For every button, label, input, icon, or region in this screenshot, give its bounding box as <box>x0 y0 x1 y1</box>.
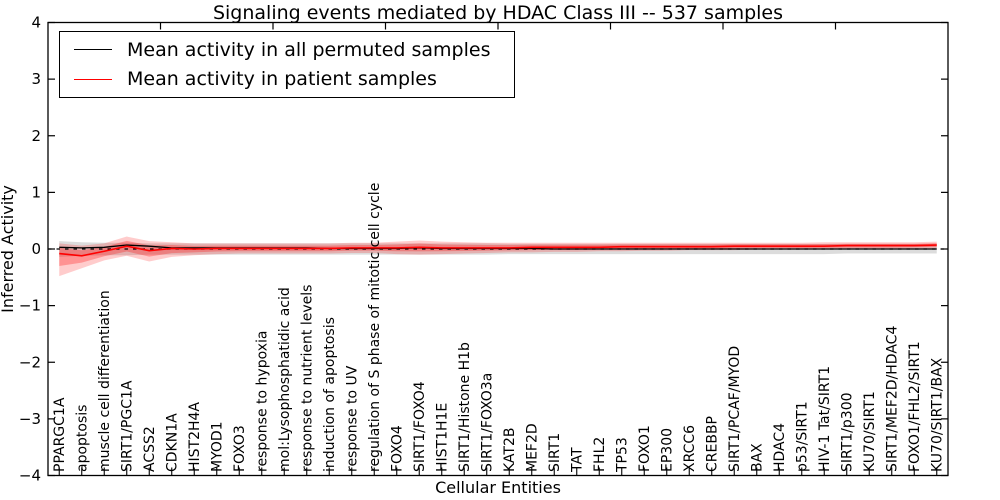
y-tick-label: 1 <box>31 183 41 201</box>
x-tick-label: KAT2B <box>502 428 518 473</box>
x-tick-label: regulation of S phase of mitotic cell cy… <box>367 183 383 472</box>
legend-line-sample-icon <box>74 78 112 80</box>
x-tick-label: p53/SIRT1 <box>794 401 810 472</box>
x-tick-label: FOXO3 <box>232 425 248 472</box>
y-tick-label: 3 <box>31 70 41 88</box>
legend: Mean activity in all permuted samples Mea… <box>59 31 515 98</box>
y-tick-label: −4 <box>19 467 41 485</box>
x-tick-label: XRCC6 <box>682 425 698 472</box>
x-tick-label: SIRT1/p300 <box>839 392 855 472</box>
x-tick-label: apoptosis <box>74 405 90 472</box>
y-axis-title: Inferred Activity <box>0 185 17 313</box>
x-tick-label: SIRT1/FOXO3a <box>479 373 495 472</box>
legend-label: Mean activity in patient samples <box>127 68 437 91</box>
x-tick-label: SIRT1/Histone H1b <box>457 342 473 472</box>
x-tick-label: HIV-1 Tat/SIRT1 <box>817 366 833 472</box>
x-tick-label: muscle cell differentiation <box>97 290 113 472</box>
y-tick-label: 0 <box>31 240 41 258</box>
x-tick-label: FOXO1/FHL2/SIRT1 <box>907 341 923 472</box>
y-tick-label: 2 <box>31 127 41 145</box>
y-tick-label: 4 <box>31 14 41 32</box>
x-tick-label: BAX <box>749 443 765 472</box>
y-tick-label: −3 <box>19 410 41 428</box>
x-tick-label: SIRT1/MEF2D/HDAC4 <box>884 326 900 472</box>
x-axis-title: Cellular Entities <box>435 478 561 497</box>
x-tick-label: mol:Lysophosphatidic acid <box>277 287 293 472</box>
x-tick-label: HIST1H1E <box>434 403 450 472</box>
legend-item: Mean activity in all permuted samples <box>60 38 514 62</box>
patient-band-outer <box>59 236 937 277</box>
x-tick-label: induction of apoptosis <box>322 317 338 472</box>
x-tick-label: ACSS2 <box>142 426 158 472</box>
x-tick-label: CDKN1A <box>164 413 180 472</box>
x-tick-label: response to nutrient levels <box>299 285 315 472</box>
chart-title: Signaling events mediated by HDAC Class … <box>212 2 784 24</box>
x-tick-label: KU70/SIRT1 <box>862 391 878 472</box>
x-tick-label: SIRT1/FOXO4 <box>412 381 428 472</box>
legend-item: Mean activity in patient samples <box>60 67 514 91</box>
y-tick-label: −1 <box>19 297 41 315</box>
x-tick-label: TP53 <box>614 437 630 473</box>
x-tick-label: FHL2 <box>592 437 608 472</box>
x-tick-label: SIRT1/PCAF/MYOD <box>727 346 743 472</box>
y-tick-label: −2 <box>19 353 41 371</box>
x-tick-label: SIRT1/PGC1A <box>119 380 135 472</box>
patient-mean-line <box>59 244 937 257</box>
x-tick-label: FOXO4 <box>389 425 405 472</box>
x-tick-label: SIRT1 <box>547 433 563 472</box>
x-tick-label: EP300 <box>659 428 675 472</box>
x-tick-label: MYOD1 <box>209 421 225 472</box>
x-tick-label: CREBBP <box>704 416 720 472</box>
legend-line-sample-icon <box>74 49 112 51</box>
x-tick-label: FOXO1 <box>637 425 653 472</box>
x-tick-label: MEF2D <box>524 423 540 472</box>
x-tick-label: HIST2H4A <box>187 402 203 472</box>
x-tick-label: HDAC4 <box>772 423 788 472</box>
legend-label: Mean activity in all permuted samples <box>127 38 491 61</box>
x-tick-label: PPARGC1A <box>52 397 68 472</box>
x-tick-label: KU70/SIRT1/BAX <box>929 357 945 472</box>
x-tick-label: TAT <box>569 447 585 473</box>
x-tick-label: response to hypoxia <box>254 331 270 472</box>
x-tick-label: response to UV <box>344 365 360 472</box>
